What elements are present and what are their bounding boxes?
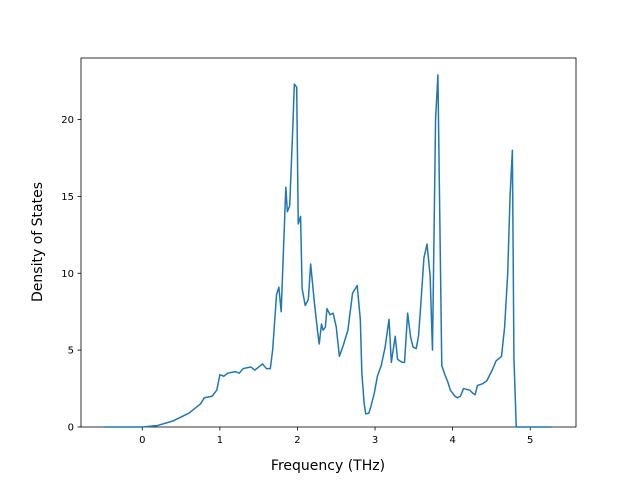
- x-axis-label: Frequency (THz): [271, 458, 385, 474]
- axes-frame: [80, 57, 577, 428]
- x-tick-label: 5: [527, 435, 533, 446]
- y-tick-label: 10: [61, 269, 74, 280]
- x-tick-label: 1: [217, 435, 223, 446]
- x-tick-label: 4: [449, 435, 455, 446]
- line: [103, 74, 552, 428]
- y-tick-label: 20: [61, 115, 74, 126]
- y-tick-label: 15: [61, 192, 74, 203]
- x-tick-label: 2: [294, 435, 300, 446]
- y-axis-label: Density of States: [30, 182, 46, 302]
- y-tick-label: 5: [68, 346, 74, 357]
- x-tick-label: 0: [139, 435, 145, 446]
- x-tick-label: 3: [372, 435, 378, 446]
- y-tick-label: 0: [68, 423, 74, 434]
